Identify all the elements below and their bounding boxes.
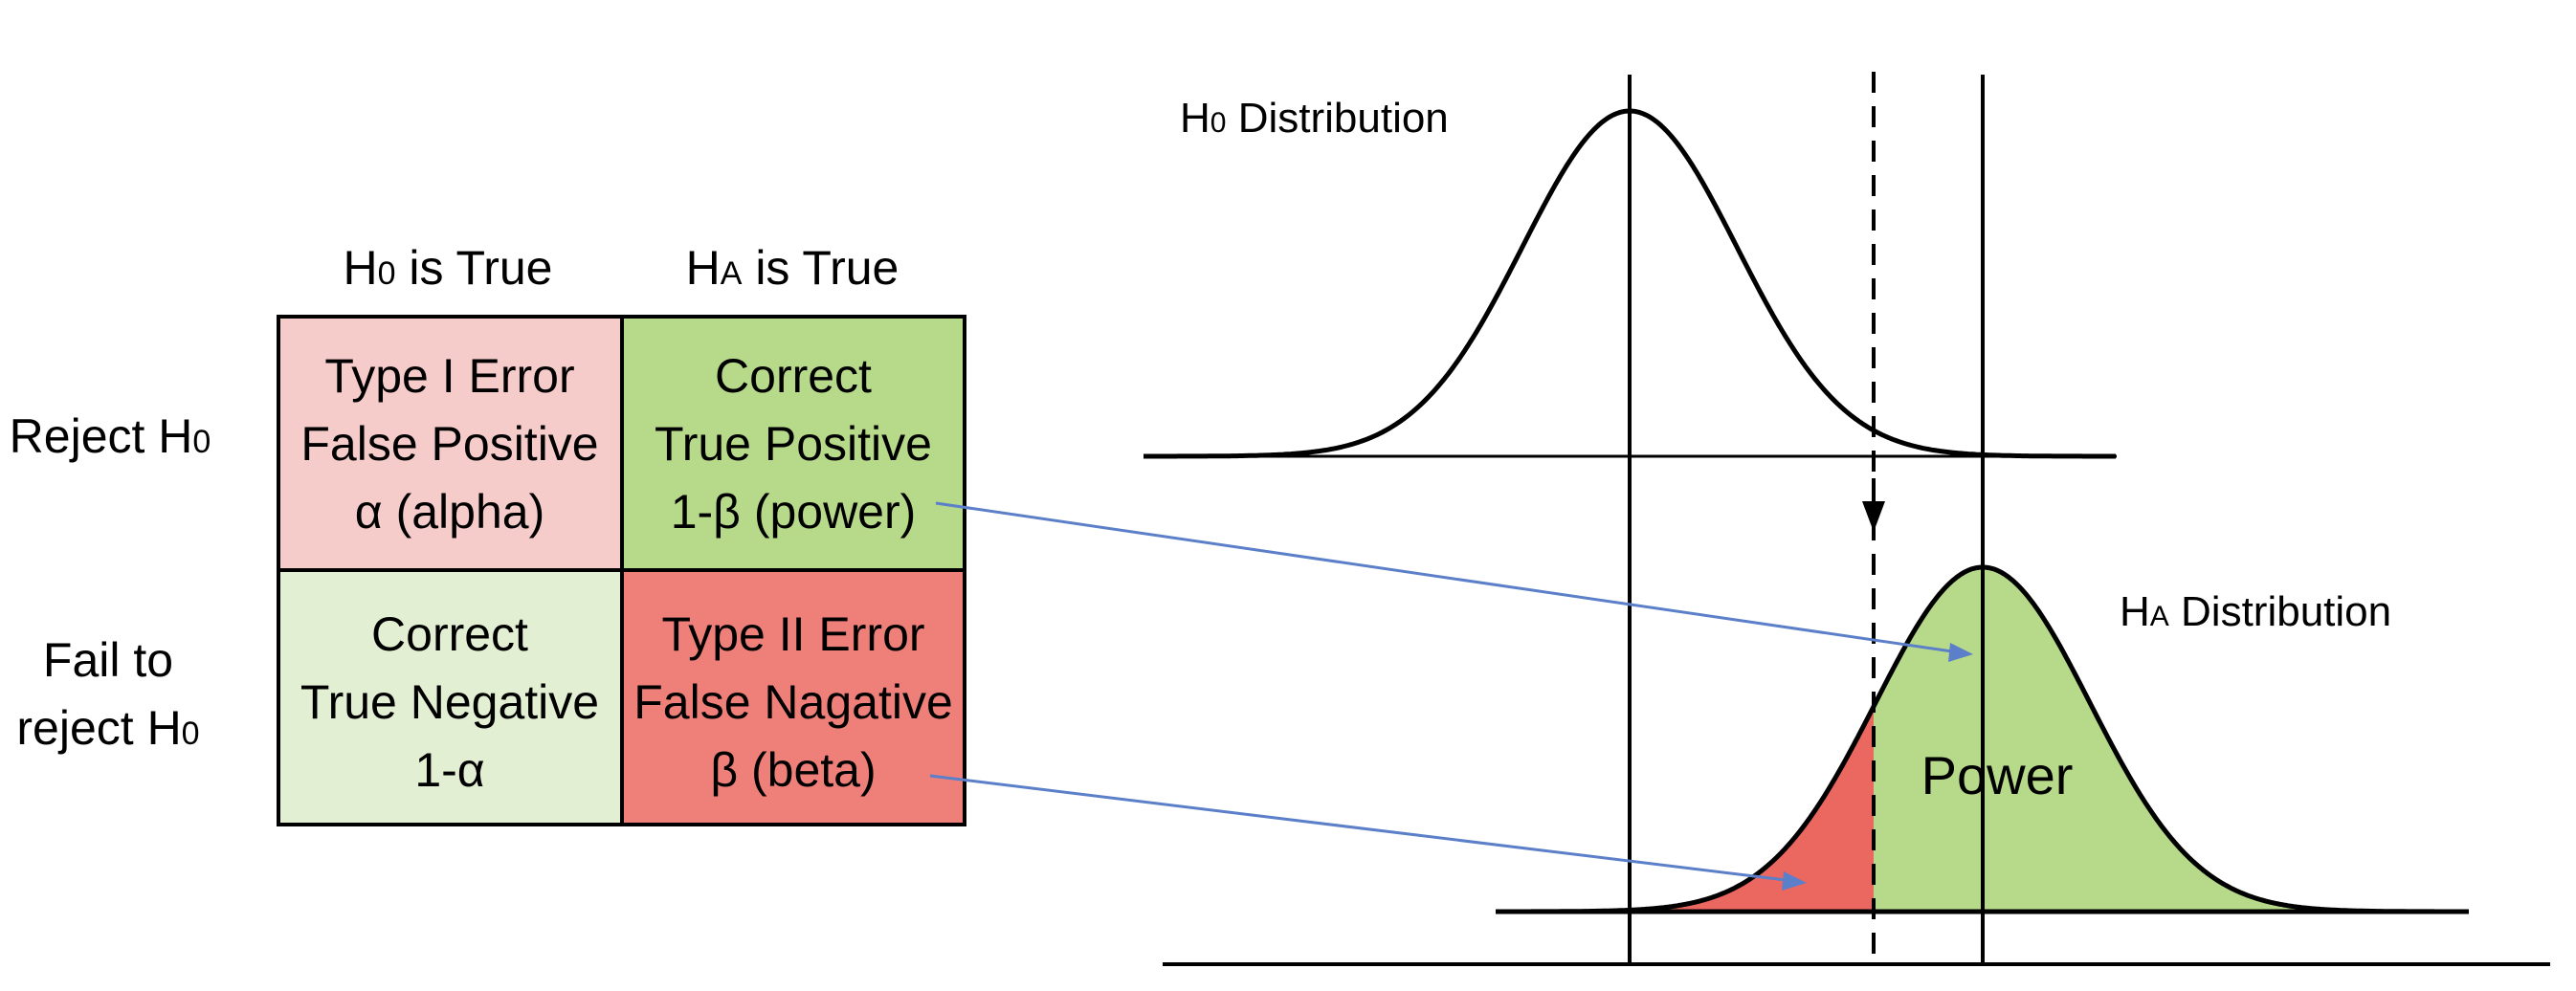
row-header-fail-line2: reject H0	[16, 701, 199, 755]
cell-true-negative-bg	[277, 568, 624, 826]
down-arrow-icon	[1862, 478, 1885, 532]
error-matrix: H0 is True HA is True Reject H0 Fail to …	[10, 241, 966, 826]
cell-type2-line1: Type II Error	[661, 607, 924, 661]
cell-type1-line2: False Positive	[300, 417, 598, 471]
cell-true-positive-bg	[620, 315, 966, 572]
power-label: Power	[1921, 745, 2074, 805]
row-header-fail-to-reject-h0: Fail to reject H0	[16, 633, 199, 755]
distribution-plot: H0 Distribution HA Distribution Power	[1144, 72, 2550, 966]
cell-tp-line2: True Positive	[655, 417, 932, 471]
cell-tn-line1: Correct	[371, 607, 528, 661]
row-header-reject-h0: Reject H0	[10, 409, 211, 463]
arrow-head-beta-icon	[1782, 871, 1807, 891]
cell-type2-error-bg	[620, 568, 966, 826]
col-header-h0-true: H0 is True	[344, 241, 553, 295]
cell-type2-line3: β (beta)	[710, 743, 876, 797]
cell-true-negative: Correct True Negative 1-α	[300, 607, 599, 797]
arrow-power-to-region	[935, 501, 1953, 653]
cell-tp-line1: Correct	[715, 349, 872, 403]
cell-tn-line3: 1-α	[414, 743, 484, 797]
power-region	[1874, 567, 2469, 912]
arrow-beta-to-region	[929, 774, 1787, 882]
cell-type1-line1: Type I Error	[324, 349, 574, 403]
cell-true-positive: Correct True Positive 1-β (power)	[655, 349, 932, 539]
cell-tn-line2: True Negative	[300, 675, 599, 729]
h0-distribution-label: H0 Distribution	[1180, 95, 1449, 142]
cell-type1-error-bg	[277, 315, 624, 572]
cell-type2-line2: False Nagative	[633, 675, 953, 729]
cell-type2-error: Type II Error False Nagative β (beta)	[633, 607, 953, 797]
col-header-ha-true: HA is True	[686, 241, 899, 295]
cell-tp-line3: 1-β (power)	[671, 485, 917, 539]
cell-type1-error: Type I Error False Positive α (alpha)	[300, 349, 598, 539]
arrow-head-power-icon	[1948, 643, 1973, 662]
pointer-arrows	[929, 501, 1973, 891]
beta-region	[1496, 706, 1874, 912]
ha-distribution-label: HA Distribution	[2120, 588, 2391, 635]
cell-type1-line3: α (alpha)	[355, 485, 544, 539]
row-header-fail-line1: Fail to	[43, 633, 173, 687]
